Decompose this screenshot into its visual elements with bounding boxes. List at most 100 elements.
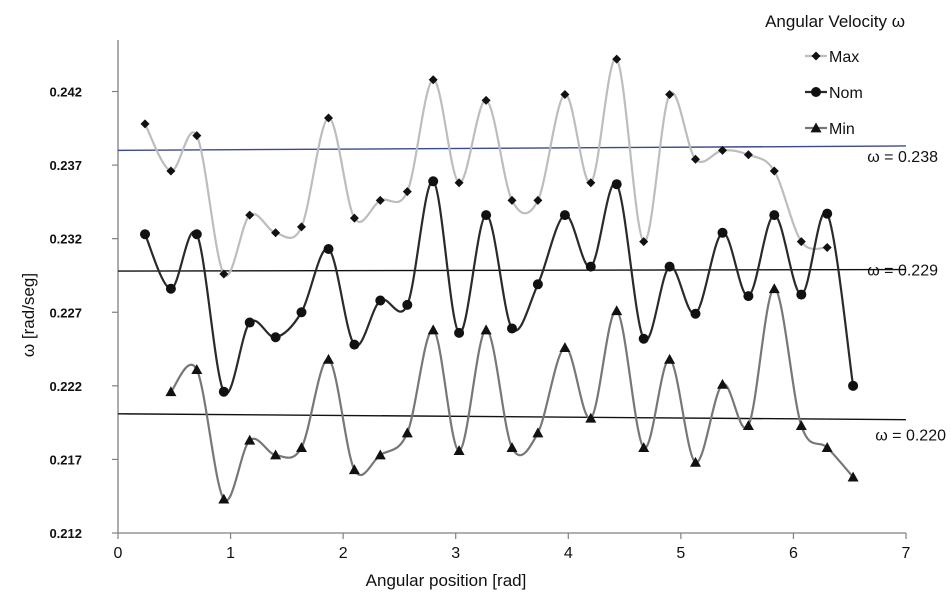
- data-point-min: [480, 324, 492, 335]
- data-point-max: [481, 95, 491, 105]
- data-point-nom: [743, 291, 754, 302]
- data-point-max: [586, 178, 596, 188]
- series-line-max: [144, 58, 828, 277]
- data-point-nom: [664, 261, 675, 272]
- data-point-min: [165, 386, 177, 397]
- data-point-nom: [559, 210, 570, 221]
- data-point-min: [218, 493, 230, 504]
- reference-lines-group: ω = 0.238 ω = 0.229 ω = 0.220: [117, 145, 946, 445]
- data-point-max: [296, 222, 306, 232]
- x-tick-label: 2: [339, 545, 348, 562]
- data-point-max: [166, 166, 176, 176]
- data-point-min: [847, 471, 859, 482]
- y-tick-label: 0.227: [49, 305, 82, 320]
- data-point-nom: [585, 261, 596, 272]
- data-point-nom: [507, 323, 517, 334]
- data-point-max: [507, 195, 517, 205]
- data-point-max: [612, 54, 622, 64]
- data-point-nom: [769, 210, 780, 221]
- series-line-min: [170, 287, 854, 502]
- data-point-max: [639, 237, 649, 247]
- data-point-min: [585, 412, 597, 423]
- data-point-nom: [848, 380, 859, 391]
- data-point-max: [454, 178, 464, 188]
- data-point-nom: [191, 229, 202, 240]
- legend-marker-max: [811, 51, 821, 61]
- data-point-max: [219, 269, 229, 279]
- data-point-min: [191, 364, 203, 375]
- x-tick-label: 7: [902, 545, 911, 562]
- data-point-min: [374, 449, 386, 460]
- x-tick-label: 1: [226, 545, 235, 562]
- data-point-nom: [323, 243, 334, 254]
- data-point-nom: [140, 229, 151, 240]
- data-point-min: [611, 305, 623, 316]
- data-point-min: [559, 342, 571, 352]
- data-point-min: [323, 353, 335, 364]
- data-point-nom: [690, 308, 701, 319]
- data-point-min: [401, 427, 413, 438]
- data-point-max: [665, 89, 675, 99]
- y-tick-label: 0.232: [49, 232, 82, 247]
- data-point-nom: [165, 283, 176, 294]
- x-tick-label: 5: [676, 545, 685, 562]
- data-point-nom: [349, 339, 360, 350]
- data-point-nom: [244, 317, 255, 328]
- data-point-min: [453, 445, 465, 455]
- legend: Max Nom Min: [805, 49, 863, 138]
- y-tick-label: 0.242: [49, 85, 82, 100]
- data-point-max: [743, 150, 753, 160]
- data-point-nom: [402, 299, 413, 310]
- x-tick-label: 0: [114, 545, 123, 562]
- x-axis-title: Angular position [rad]: [366, 571, 527, 590]
- data-point-min: [689, 456, 701, 467]
- legend-marker-nom: [811, 87, 821, 97]
- data-point-min: [295, 442, 307, 453]
- data-point-min: [270, 449, 282, 460]
- data-point-min: [506, 442, 518, 453]
- data-point-max: [796, 237, 806, 247]
- data-point-max: [140, 119, 150, 129]
- data-point-nom: [796, 289, 807, 300]
- data-point-nom: [270, 332, 281, 343]
- data-point-max: [560, 89, 570, 99]
- data-point-min: [427, 324, 439, 335]
- data-point-nom: [375, 295, 386, 306]
- data-point-max: [375, 195, 385, 205]
- reference-line-label: ω = 0.229: [867, 263, 938, 280]
- data-point-nom: [296, 307, 307, 318]
- legend-label-min: Min: [829, 121, 855, 138]
- data-point-max: [349, 213, 359, 223]
- data-point-min: [717, 378, 729, 389]
- data-point-min: [768, 283, 780, 294]
- data-point-nom: [638, 333, 649, 344]
- data-point-max: [192, 131, 202, 141]
- data-point-nom: [481, 210, 492, 221]
- data-point-nom: [218, 386, 229, 397]
- data-point-max: [718, 145, 728, 155]
- y-tick-label: 0.217: [49, 452, 82, 467]
- axes-group: 0.212 0.217 0.222 0.227 0.232 0.237 0.242 0 1 2 3 4…: [49, 40, 911, 562]
- x-tick-label: 4: [564, 545, 573, 562]
- reference-line: [117, 413, 907, 421]
- data-point-max: [428, 75, 438, 85]
- data-point-max: [271, 228, 281, 238]
- series-line-nom: [144, 180, 855, 395]
- reference-line-label: ω = 0.220: [875, 428, 946, 445]
- chart-title: Angular Velocity ω: [765, 12, 905, 31]
- data-point-min: [638, 442, 650, 453]
- data-point-nom: [611, 179, 622, 190]
- legend-label-max: Max: [829, 49, 859, 66]
- data-point-max: [245, 210, 255, 220]
- data-point-max: [769, 166, 779, 176]
- data-point-min: [664, 353, 676, 364]
- series-group: [140, 54, 859, 504]
- data-point-nom: [717, 227, 728, 238]
- data-point-max: [690, 154, 700, 164]
- data-point-nom: [822, 208, 833, 219]
- y-tick-label: 0.237: [49, 158, 82, 173]
- y-tick-label: 0.212: [49, 526, 82, 541]
- legend-label-nom: Nom: [829, 85, 863, 102]
